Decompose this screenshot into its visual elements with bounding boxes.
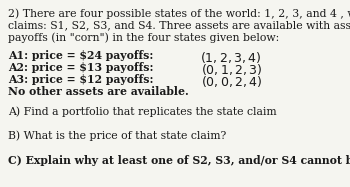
Text: No other assets are available.: No other assets are available.	[8, 86, 189, 97]
Text: C) Explain why at least one of S2, S3, and/or S4 cannot be replicated with these: C) Explain why at least one of S2, S3, a…	[8, 155, 350, 166]
Text: $(0, 1, 2, 3)$: $(0, 1, 2, 3)$	[201, 62, 262, 77]
Text: A2: price = $13 payoffs:: A2: price = $13 payoffs:	[8, 62, 157, 73]
Text: $(0, 0, 2, 4)$: $(0, 0, 2, 4)$	[201, 74, 262, 89]
Text: B) What is the price of that state claim?: B) What is the price of that state claim…	[8, 130, 226, 141]
Text: A) Find a portfolio that replicates the state claim: A) Find a portfolio that replicates the …	[8, 106, 280, 117]
Text: $(1, 2, 3, 4)$: $(1, 2, 3, 4)$	[201, 50, 262, 65]
Text: 2) There are four possible states of the world: 1, 2, 3, and 4 , with correspond: 2) There are four possible states of the…	[8, 8, 350, 19]
Text: A3: price = $12 payoffs:: A3: price = $12 payoffs:	[8, 74, 157, 85]
Text: A1: price = $24 payoffs:: A1: price = $24 payoffs:	[8, 50, 157, 61]
Text: payoffs (in "corn") in the four states given below:: payoffs (in "corn") in the four states g…	[8, 32, 279, 43]
Text: claims: S1, S2, S3, and S4. Three assets are available with asset prices (in dol: claims: S1, S2, S3, and S4. Three assets…	[8, 20, 350, 30]
